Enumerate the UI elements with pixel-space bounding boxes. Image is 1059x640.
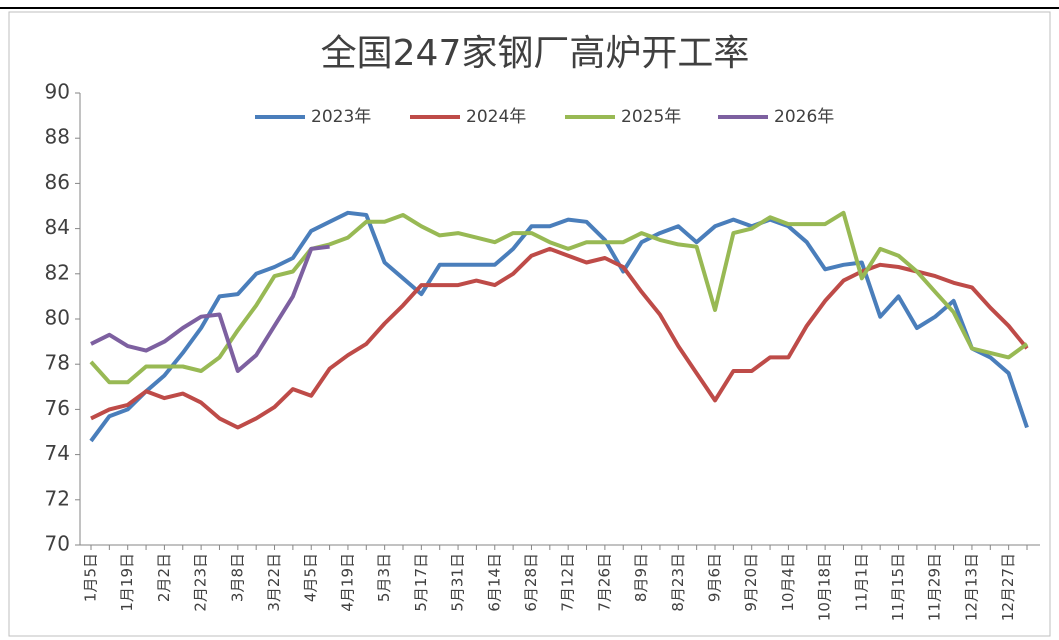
y-tick-label: 86 xyxy=(45,170,70,194)
x-tick-label: 8月9日 xyxy=(632,553,650,602)
legend-label: 2026年 xyxy=(774,107,834,127)
y-tick-label: 82 xyxy=(45,260,70,284)
x-tick-label: 9月20日 xyxy=(742,553,760,612)
x-tick-label: 11月29日 xyxy=(926,553,944,621)
legend-label: 2023年 xyxy=(311,107,371,127)
series-line xyxy=(90,244,330,373)
x-tick-label: 2月23日 xyxy=(192,553,210,612)
y-tick-label: 90 xyxy=(45,80,70,104)
x-tick-label: 12月27日 xyxy=(999,553,1017,621)
x-tick-label: 12月13日 xyxy=(962,553,980,621)
series-line xyxy=(89,210,1029,385)
x-tick-label: 11月15日 xyxy=(889,553,907,621)
x-tick-label: 2月2日 xyxy=(155,553,173,602)
y-tick-label: 84 xyxy=(45,215,70,239)
x-tick-label: 3月8日 xyxy=(228,553,246,602)
x-tick-label: 6月28日 xyxy=(522,553,540,612)
x-tick-label: 5月17日 xyxy=(412,553,430,612)
chart-title: 全国247家钢厂高炉开工率 xyxy=(321,33,750,74)
chart-frame xyxy=(8,11,1051,637)
x-tick-label: 4月19日 xyxy=(338,553,356,612)
y-tick-label: 76 xyxy=(45,396,70,420)
x-tick-label: 4月5日 xyxy=(302,553,320,602)
x-tick-label: 8月23日 xyxy=(669,553,687,612)
legend-label: 2025年 xyxy=(621,107,681,127)
series-line xyxy=(89,210,1029,443)
x-tick-label: 10月4日 xyxy=(779,553,797,612)
x-tick-label: 3月22日 xyxy=(265,553,283,612)
x-tick-label: 7月26日 xyxy=(595,553,613,612)
x-tick-label: 10月18日 xyxy=(816,553,834,621)
x-tick-label: 1月5日 xyxy=(82,553,100,602)
x-tick-label: 6月14日 xyxy=(485,553,503,612)
x-tick-label: 9月6日 xyxy=(706,553,724,602)
series-line xyxy=(90,246,1029,430)
x-tick-label: 5月3日 xyxy=(375,553,393,602)
x-tick-label: 11月1日 xyxy=(852,553,870,612)
y-tick-label: 70 xyxy=(45,532,70,556)
x-tick-label: 1月19日 xyxy=(118,553,136,612)
legend-label: 2024年 xyxy=(466,107,526,127)
x-tick-label: 5月31日 xyxy=(449,553,467,612)
y-tick-label: 78 xyxy=(45,351,70,375)
y-tick-label: 74 xyxy=(45,441,70,465)
y-tick-label: 88 xyxy=(45,125,70,149)
x-tick-label: 7月12日 xyxy=(559,553,577,612)
y-tick-label: 72 xyxy=(45,486,70,510)
y-tick-label: 80 xyxy=(45,306,70,330)
